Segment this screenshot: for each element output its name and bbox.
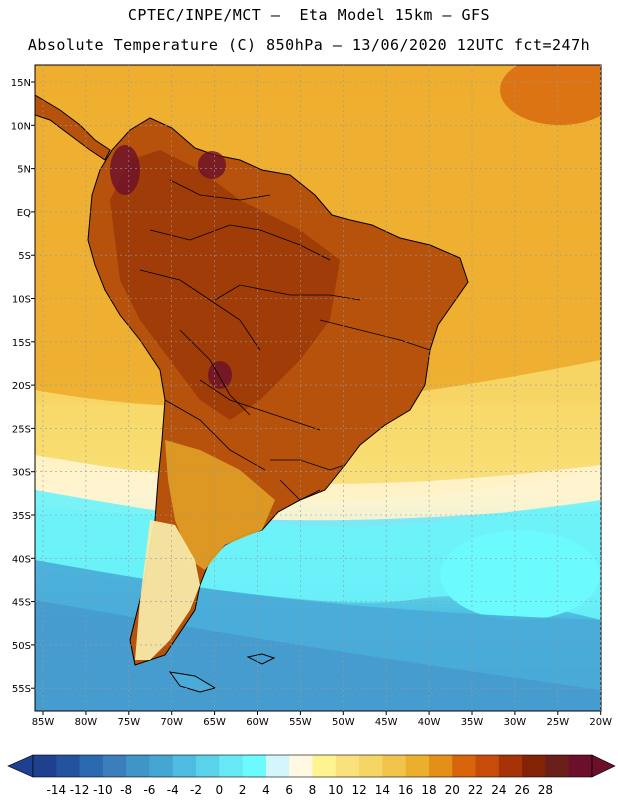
colorbar-tick-label: 20 xyxy=(445,783,460,797)
latitude-tick-label: 20S xyxy=(12,381,31,392)
colorbar-swatch xyxy=(382,755,407,777)
colorbar-tick-label: -10 xyxy=(93,783,113,797)
latitude-tick-label: 40S xyxy=(12,554,31,565)
latitude-tick-label: 10S xyxy=(12,295,31,306)
latitude-tick-label: 55S xyxy=(12,684,31,695)
colorbar-swatch xyxy=(289,755,313,777)
colorbar-tick-label: -14 xyxy=(46,783,66,797)
temperature-field xyxy=(35,65,601,711)
graticule xyxy=(35,65,602,711)
colorbar-tick-label: 10 xyxy=(328,783,343,797)
colorbar-swatch xyxy=(568,755,593,777)
colorbar-tick-label: -4 xyxy=(167,783,179,797)
longitude-axis: 85W 80W 75W 70W 65W 60W 55W 50W 45W 40W 35W 30W 25W 2… xyxy=(32,711,612,728)
colorbar-tick-label: 16 xyxy=(398,783,413,797)
chart-title-line-1: CPTEC/INPE/MCT – Eta Model 15km – GFS xyxy=(127,6,491,24)
colorbar-swatch xyxy=(219,755,244,777)
latitude-tick-label: EQ xyxy=(17,208,31,219)
colorbar-swatch xyxy=(196,755,220,777)
colorbar-swatch xyxy=(359,755,383,777)
longitude-tick-label: 45W xyxy=(375,717,398,728)
latitude-tick-label: 10N xyxy=(11,121,31,132)
colorbar-tick-label: 8 xyxy=(309,783,317,797)
longitude-tick-label: 20W xyxy=(589,717,612,728)
map-frame xyxy=(34,64,602,712)
colorbar-swatch xyxy=(312,755,337,777)
colorbar-tick-label: 14 xyxy=(375,783,390,797)
longitude-tick-label: 25W xyxy=(546,717,569,728)
latitude-tick-label: 35S xyxy=(12,511,31,522)
latitude-axis: 15N 10N 5N EQ 5S 10S 15S 20S 25S 30S 35S 40S 45S 50S 5… xyxy=(11,78,35,695)
colorbar-swatch xyxy=(475,755,500,777)
colorbar-tick-label: -6 xyxy=(143,783,155,797)
colorbar-tick-label: -8 xyxy=(120,783,132,797)
latitude-tick-label: 45S xyxy=(12,598,31,609)
colorbar-swatch xyxy=(405,755,430,777)
latitude-tick-label: 15S xyxy=(12,338,31,349)
colorbar-swatch xyxy=(126,755,150,777)
latitude-tick-label: 15N xyxy=(11,78,31,89)
colorbar: -14 -12 -10 -8 -6 -4 -2 0 2 4 6 8 10 12 14 16 18 20 22 24 26… xyxy=(7,754,616,797)
chart-title-line-2: Absolute Temperature (C) 850hPa – 13/06/… xyxy=(27,36,591,54)
longitude-tick-label: 70W xyxy=(160,717,183,728)
colorbar-tick-label: -12 xyxy=(70,783,90,797)
colorbar-tick-label: 2 xyxy=(239,783,247,797)
colorbar-tick-label: 22 xyxy=(468,783,483,797)
colorbar-tick-label: 6 xyxy=(285,783,293,797)
colorbar-swatch xyxy=(33,755,57,777)
colorbar-swatch xyxy=(335,755,360,777)
longitude-tick-label: 85W xyxy=(32,717,55,728)
longitude-tick-label: 55W xyxy=(289,717,312,728)
colorbar-swatch xyxy=(242,755,267,777)
central-america-landmass xyxy=(35,94,111,161)
colorbar-swatch xyxy=(56,755,80,777)
colorbar-swatch xyxy=(498,755,523,777)
latitude-tick-label: 5S xyxy=(18,251,31,262)
latitude-tick-label: 30S xyxy=(12,468,31,479)
colorbar-tick-label: -2 xyxy=(190,783,202,797)
colorbar-max-arrow xyxy=(591,754,616,778)
longitude-tick-label: 75W xyxy=(117,717,140,728)
colorbar-tick-label: 28 xyxy=(538,783,553,797)
colorbar-swatch xyxy=(428,755,453,777)
longitude-tick-label: 30W xyxy=(504,717,527,728)
longitude-tick-label: 50W xyxy=(332,717,355,728)
colorbar-tick-label: 0 xyxy=(216,783,224,797)
colorbar-swatch xyxy=(452,755,476,777)
colorbar-swatch xyxy=(102,755,127,777)
longitude-tick-label: 80W xyxy=(75,717,98,728)
colorbar-swatch xyxy=(149,755,174,777)
colorbar-tick-label: 18 xyxy=(421,783,436,797)
colorbar-swatch xyxy=(79,755,104,777)
colorbar-swatch xyxy=(172,755,197,777)
colorbar-min-arrow xyxy=(7,754,34,778)
colorbar-tick-label: 26 xyxy=(514,783,529,797)
longitude-tick-label: 65W xyxy=(203,717,226,728)
country-borders xyxy=(139,179,431,501)
colorbar-swatch xyxy=(522,755,546,777)
colorbar-swatch xyxy=(545,755,570,777)
latitude-tick-label: 5N xyxy=(17,165,31,176)
longitude-tick-label: 60W xyxy=(246,717,269,728)
colorbar-tick-label: 12 xyxy=(351,783,366,797)
latitude-tick-label: 25S xyxy=(12,424,31,435)
colorbar-tick-label: 24 xyxy=(491,783,506,797)
longitude-tick-label: 40W xyxy=(418,717,441,728)
colorbar-swatch xyxy=(265,755,290,777)
colorbar-frame xyxy=(32,754,593,778)
latitude-tick-label: 50S xyxy=(12,641,31,652)
longitude-tick-label: 35W xyxy=(461,717,484,728)
colorbar-tick-label: 4 xyxy=(262,783,270,797)
